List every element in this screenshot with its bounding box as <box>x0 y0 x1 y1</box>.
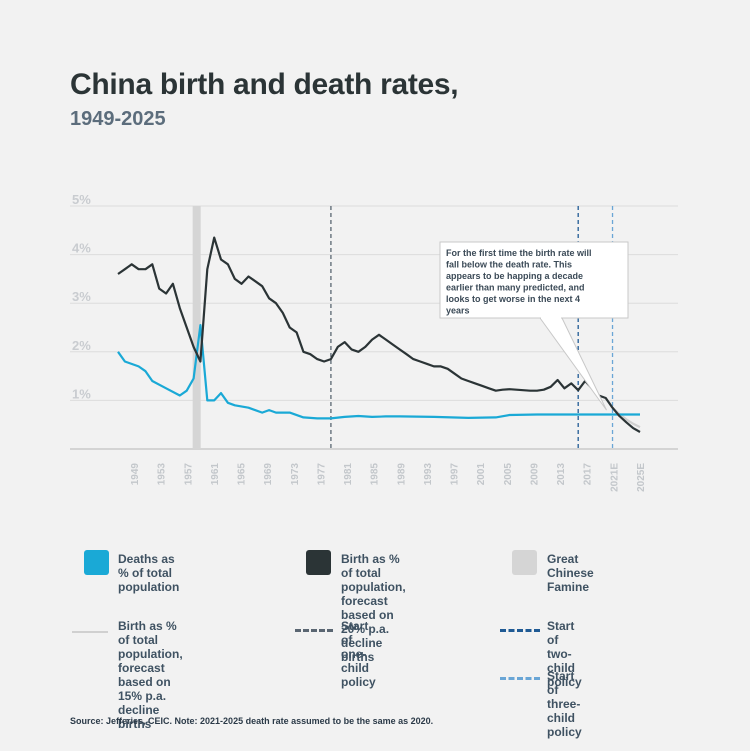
y-tick-label: 4% <box>72 241 91 256</box>
x-tick-label: 1965 <box>237 463 248 486</box>
legend-three-child-line <box>500 677 540 680</box>
y-tick-label: 3% <box>72 289 91 304</box>
x-tick-label: 2013 <box>556 463 567 486</box>
source-note: Source: Jefferies, CEIC. Note: 2021-2025… <box>70 716 434 726</box>
x-tick-label: 1989 <box>396 463 407 486</box>
legend-deaths-swatch <box>84 550 109 575</box>
birth-15pct-line <box>604 397 641 429</box>
legend-birth-20pct-label: Birth as % of total population, forecast… <box>341 552 406 664</box>
legend-one-child-label: Start of one-child policy <box>341 619 376 689</box>
famine-band <box>192 206 201 449</box>
x-tick-label: 1961 <box>210 463 221 486</box>
x-tick-label: 1957 <box>183 463 194 486</box>
legend-deaths-label: Deaths as % of total population <box>118 552 180 594</box>
chart-title: China birth and death rates, <box>70 68 459 101</box>
y-tick-label: 5% <box>72 192 91 207</box>
annotation-pointer <box>539 317 607 411</box>
x-tick-label: 1997 <box>450 463 461 486</box>
legend-three-child-label: Start of three-child policy <box>547 669 582 739</box>
x-tick-label: 1993 <box>423 463 434 486</box>
deaths-line <box>117 324 640 420</box>
x-tick-label: 2009 <box>530 463 541 486</box>
annotation-text-line: For the first time the birth rate will <box>446 248 592 258</box>
x-tick-label: 1981 <box>343 463 354 486</box>
y-tick-label: 1% <box>72 386 91 401</box>
annotation-text-line: looks to get worse in the next 4 <box>446 294 580 304</box>
x-tick-label: 2005 <box>503 463 514 486</box>
legend-famine-swatch <box>512 550 537 575</box>
x-tick-label: 1977 <box>316 463 327 486</box>
annotation-box <box>439 241 629 319</box>
annotation-text-line: fall below the death rate. This <box>446 260 572 270</box>
x-tick-label: 1973 <box>290 463 301 486</box>
birth-20pct-line <box>117 236 641 433</box>
x-tick-label: 1985 <box>370 463 381 486</box>
annotation-callout: For the first time the birth rate will fa… <box>439 241 629 411</box>
x-tick-label: 2017 <box>583 463 594 486</box>
legend-one-child-line <box>295 629 333 632</box>
chart-subtitle: 1949-2025 <box>70 108 166 130</box>
legend-birth-15pct-label: Birth as % of total population, forecast… <box>118 619 183 731</box>
x-tick-label: 2001 <box>476 463 487 486</box>
annotation-text-line: appears to be happing a decade <box>446 271 583 281</box>
x-tick-label: 2021E <box>609 463 620 492</box>
x-tick-label: 1953 <box>157 463 168 486</box>
legend-two-child-label: Start of two-child policy <box>547 619 582 689</box>
annotation-text-line: earlier than many predicted, and <box>446 283 585 293</box>
legend-birth-20pct-swatch <box>306 550 331 575</box>
annotation-text-line: years <box>446 306 470 316</box>
y-tick-label: 2% <box>72 338 91 353</box>
legend-two-child-line <box>500 629 540 632</box>
x-tick-label: 2025E <box>636 463 647 492</box>
x-tick-label: 1969 <box>263 463 274 486</box>
legend-famine-label: Great Chinese Famine <box>547 552 594 594</box>
legend-birth-15pct-line <box>72 631 108 633</box>
x-tick-label: 1949 <box>130 463 141 486</box>
